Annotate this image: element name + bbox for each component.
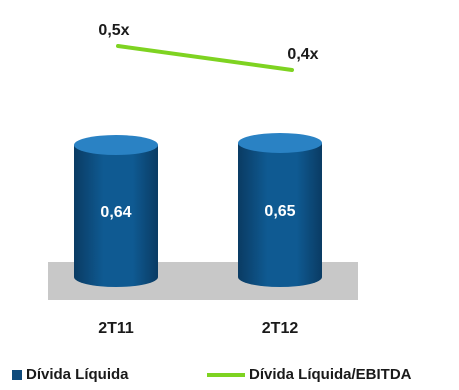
legend-item-line: Dívida Líquida/EBITDA [207, 366, 412, 383]
legend-bar-label: Dívida Líquida [26, 366, 129, 383]
labels-layer: 0,64 2T11 0,65 2T12 0,5x 0,4x [98, 22, 318, 337]
category-label: 2T11 [98, 320, 134, 337]
line-layer [116, 44, 294, 72]
line-value-label: 0,4x [287, 46, 318, 63]
legend-bar-swatch [12, 369, 22, 380]
bar-value-label: 0,64 [100, 204, 131, 221]
bars-layer [74, 132, 322, 287]
legend-item-bar: Dívida Líquida [12, 366, 129, 383]
bar-top [238, 132, 322, 153]
bar-2t11 [74, 135, 158, 287]
bar-body [238, 142, 322, 287]
ratio-line [116, 44, 294, 72]
bar-top [74, 135, 158, 155]
bar-value-label: 0,65 [264, 203, 295, 220]
legend-line-swatch [207, 372, 245, 377]
category-label: 2T12 [262, 320, 299, 337]
line-value-label: 0,5x [98, 22, 129, 39]
legend-line-label: Dívida Líquida/EBITDA [249, 366, 412, 383]
chart: 0,64 2T11 0,65 2T12 0,5x 0,4x [48, 22, 358, 337]
legend: Dívida Líquida Dívida Líquida/EBITDA [0, 366, 459, 390]
bar-body [74, 145, 158, 287]
bar-2t12 [238, 132, 322, 287]
